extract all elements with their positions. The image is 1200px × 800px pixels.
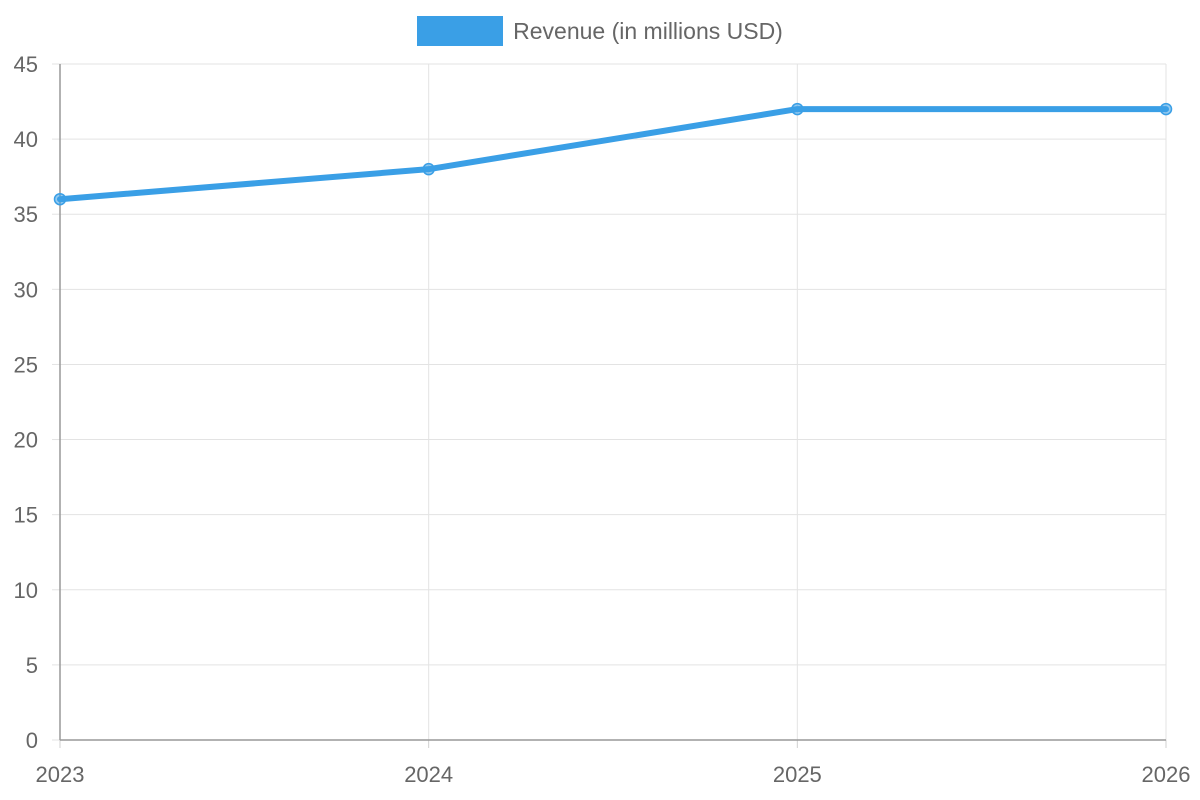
y-tick-label: 30 bbox=[14, 277, 38, 302]
y-tick-label: 40 bbox=[14, 127, 38, 152]
y-tick-label: 5 bbox=[26, 653, 38, 678]
x-tick-label: 2023 bbox=[36, 762, 85, 787]
data-point bbox=[53, 192, 67, 206]
y-tick-label: 15 bbox=[14, 503, 38, 528]
series-line bbox=[57, 106, 1169, 203]
data-point bbox=[1159, 102, 1173, 116]
legend-label: Revenue (in millions USD) bbox=[513, 17, 783, 44]
legend-swatch bbox=[417, 16, 504, 46]
y-tick-label: 0 bbox=[26, 728, 38, 753]
data-point bbox=[422, 162, 435, 176]
legend: Revenue (in millions USD) bbox=[0, 16, 1200, 46]
data-point bbox=[791, 102, 804, 116]
x-tick-label: 2025 bbox=[773, 762, 822, 787]
x-tick-label: 2026 bbox=[1142, 762, 1191, 787]
y-tick-label: 25 bbox=[14, 352, 38, 377]
y-tick-label: 45 bbox=[14, 52, 38, 77]
x-tick-label: 2024 bbox=[404, 762, 453, 787]
y-tick-label: 20 bbox=[14, 428, 38, 453]
y-tick-label: 10 bbox=[14, 578, 38, 603]
y-tick-label: 35 bbox=[14, 202, 38, 227]
